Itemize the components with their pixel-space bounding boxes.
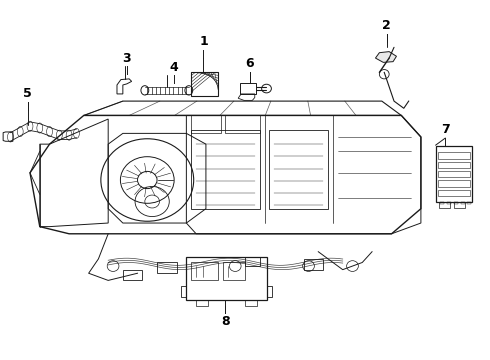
Bar — [223, 262, 245, 280]
Text: 1: 1 — [199, 35, 208, 49]
Bar — [467, 202, 471, 204]
Bar — [440, 202, 450, 208]
Bar — [191, 262, 218, 280]
Bar — [438, 190, 470, 196]
Bar — [225, 116, 260, 134]
Bar — [240, 83, 256, 94]
Bar — [245, 257, 260, 266]
Bar — [196, 300, 208, 306]
Bar — [454, 202, 458, 204]
Bar — [186, 257, 267, 300]
Bar — [304, 259, 323, 270]
Bar — [270, 130, 328, 209]
Text: 8: 8 — [221, 315, 230, 328]
Bar — [438, 152, 470, 159]
Bar — [245, 300, 257, 306]
Bar — [191, 72, 218, 96]
Bar — [191, 130, 260, 209]
Bar — [461, 202, 465, 204]
Bar — [157, 262, 176, 273]
Bar — [454, 202, 465, 208]
Bar — [438, 162, 470, 168]
Polygon shape — [375, 51, 396, 62]
Text: 3: 3 — [122, 51, 131, 64]
Text: 5: 5 — [23, 87, 32, 100]
Bar — [123, 270, 143, 280]
Text: 4: 4 — [170, 60, 178, 73]
Bar — [447, 202, 451, 204]
Bar — [441, 202, 444, 204]
Bar — [438, 180, 470, 187]
Bar — [191, 116, 220, 134]
Bar — [438, 171, 470, 177]
Text: 7: 7 — [441, 123, 450, 136]
Text: 6: 6 — [245, 57, 254, 70]
Text: 2: 2 — [382, 19, 391, 32]
Bar — [436, 146, 472, 202]
